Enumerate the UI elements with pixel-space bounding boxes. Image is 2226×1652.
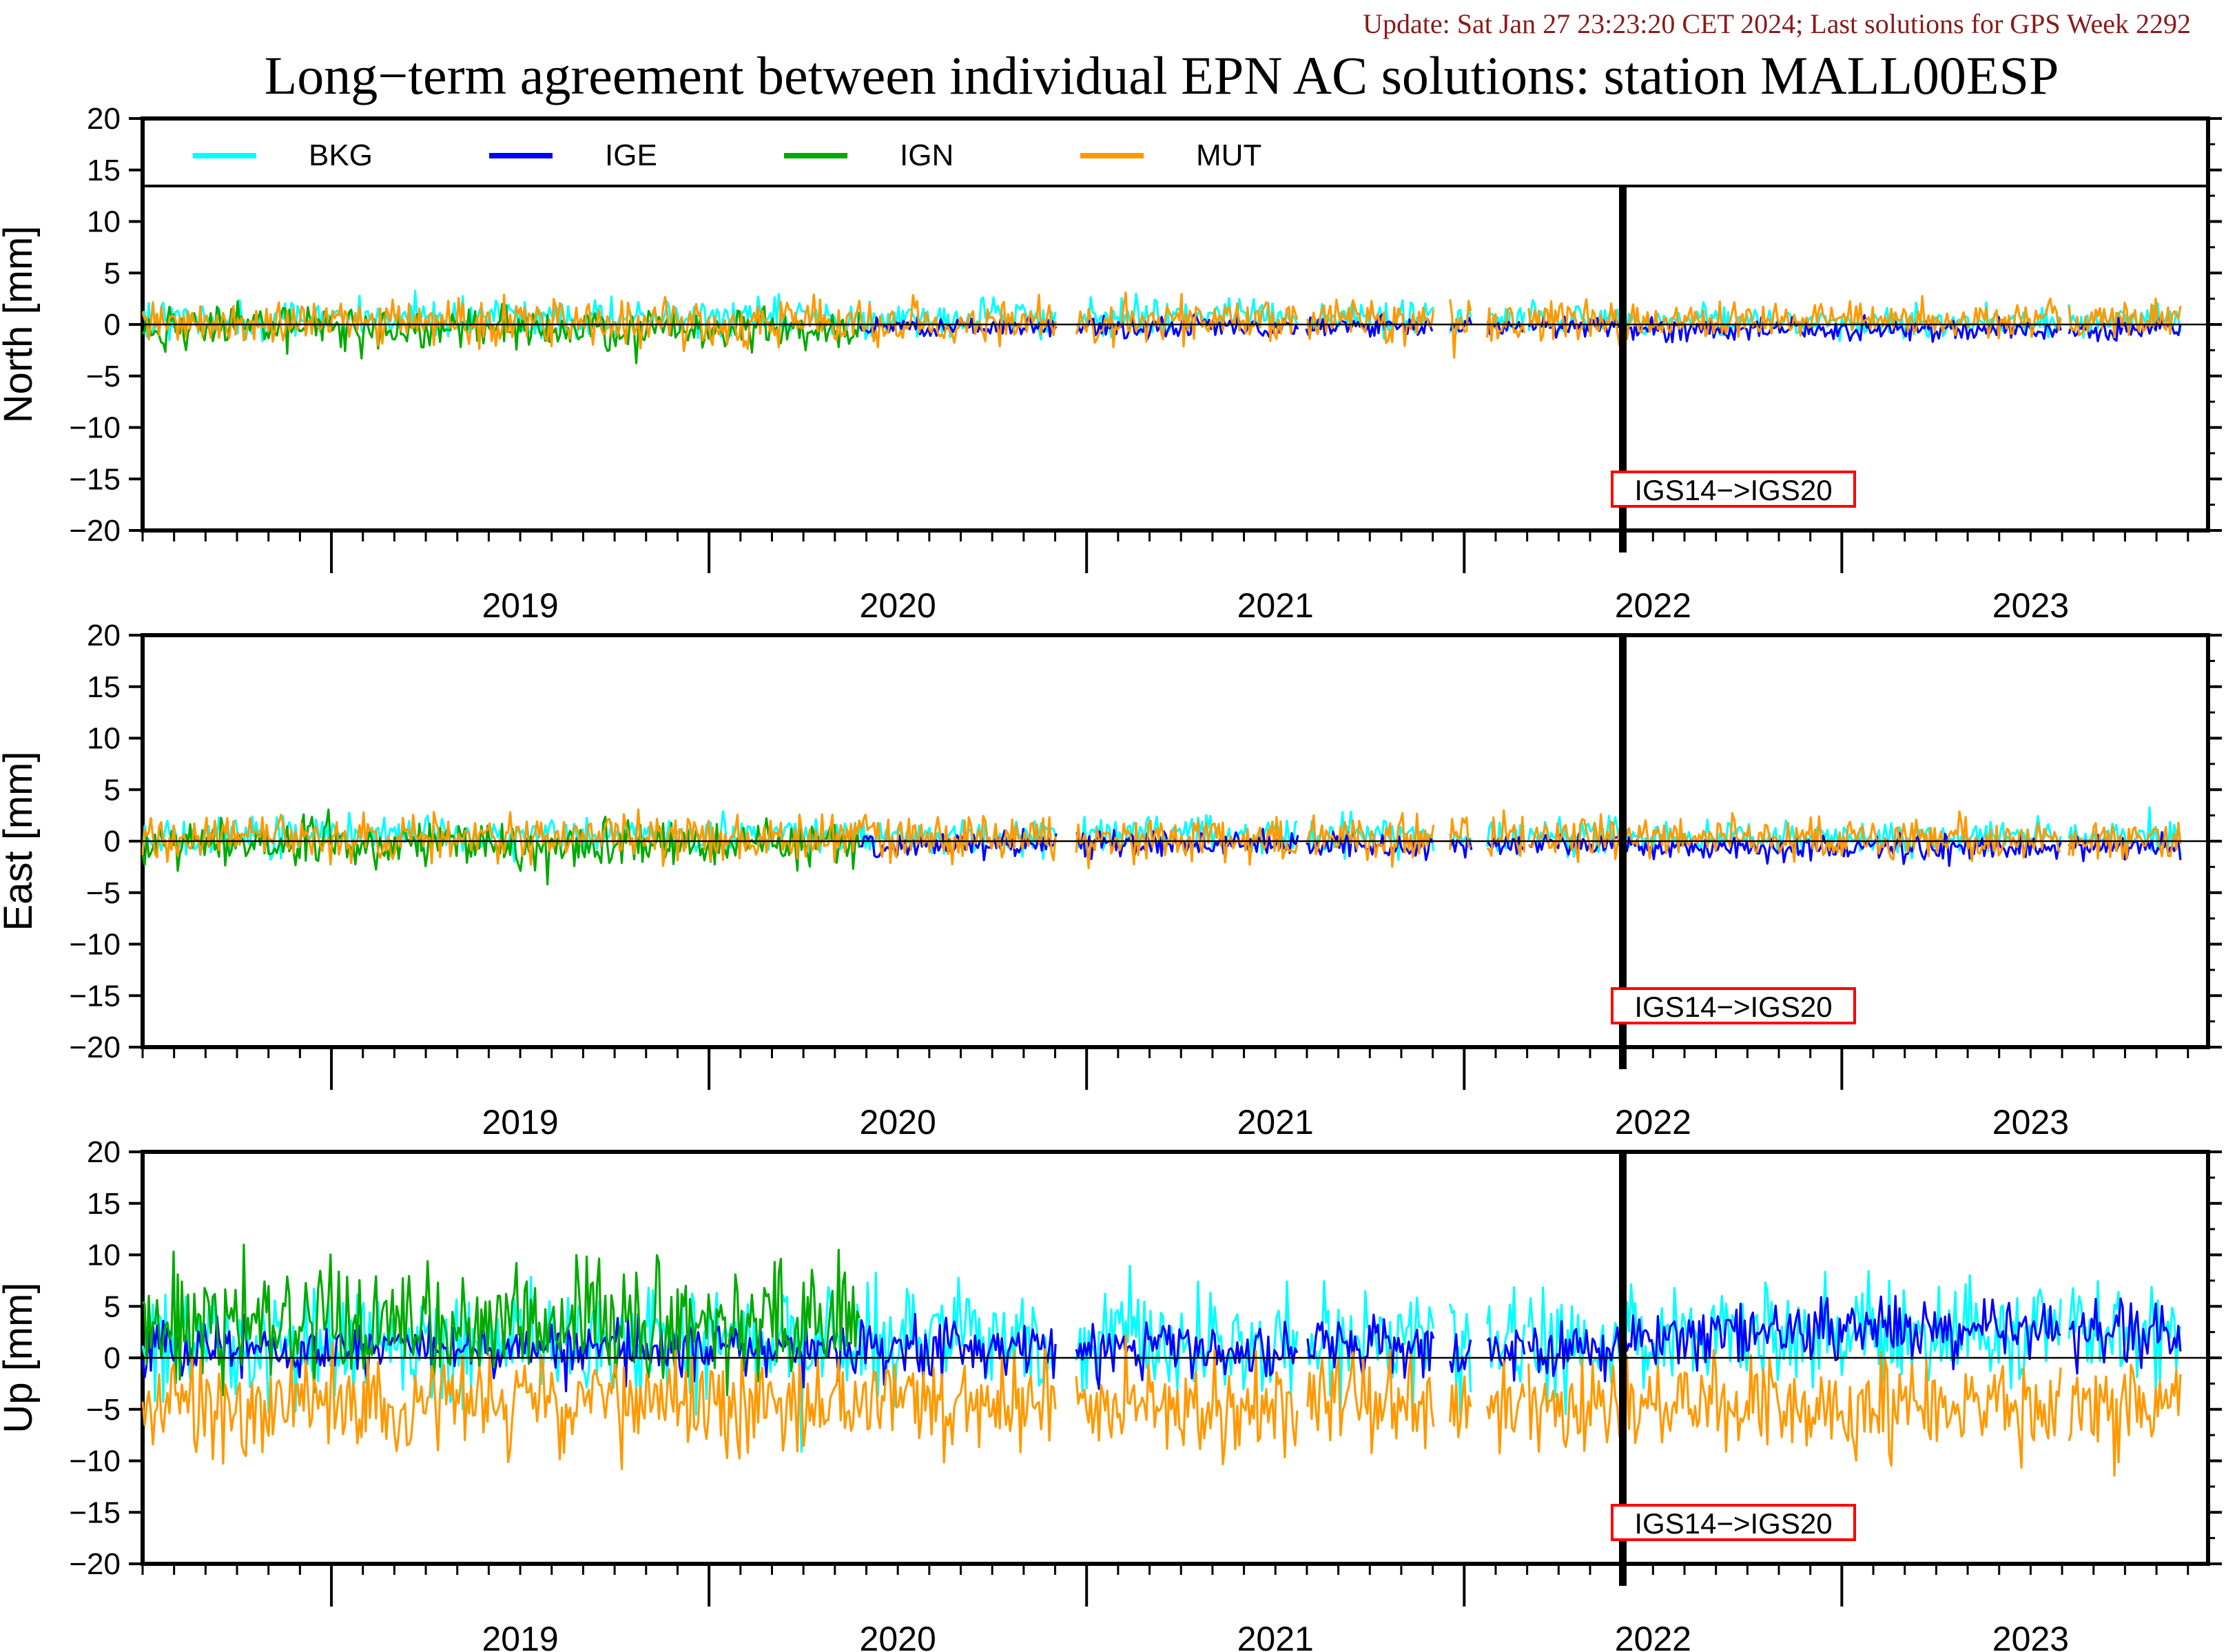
x-tick-label: 2019: [482, 1620, 558, 1652]
series-layer: [141, 289, 2182, 364]
x-tick-label: 2021: [1237, 586, 1314, 625]
y-tick-label: −10: [69, 1445, 121, 1478]
frame-change-box: [1611, 471, 1856, 508]
y-tick-label: 20: [87, 1135, 121, 1169]
x-tick-label: 2019: [482, 1103, 558, 1142]
series-line-ign: [141, 300, 860, 364]
y-tick-label: −5: [86, 1393, 121, 1427]
legend-label-mut: MUT: [1196, 138, 1261, 172]
x-tick-label: 2023: [1992, 586, 2069, 625]
legend-item-ign: IGN: [784, 138, 954, 172]
frame-change-box: [1611, 987, 1856, 1024]
y-axis-label: North [mm]: [0, 226, 41, 424]
series-line-mut: [141, 291, 2182, 359]
y-tick-label: 20: [87, 619, 121, 652]
x-tick-label: 2021: [1237, 1620, 1314, 1652]
y-tick-label: 20: [87, 102, 121, 136]
axes-layer: 20 15 10 5 0 −5 −10 −15 −20 2019 2020 2021 2022 2023: [69, 1135, 2222, 1652]
y-axis-label: East [mm]: [0, 751, 41, 931]
frame-change-label: IGS14−>IGS20: [1634, 1507, 1832, 1540]
y-tick-label: −20: [69, 1031, 121, 1064]
y-tick-label: 5: [104, 1290, 121, 1323]
y-tick-label: −5: [86, 360, 121, 393]
y-tick-label: 15: [87, 1187, 121, 1221]
y-tick-label: 0: [104, 1341, 121, 1375]
legend-item-bkg: BKG: [193, 138, 373, 172]
frame-change-box: [1611, 1504, 1856, 1541]
series-line-mut: [141, 1333, 2182, 1477]
y-tick-label: 10: [87, 1239, 121, 1272]
y-tick-label: 0: [104, 308, 121, 342]
x-tick-label: 2021: [1237, 1103, 1314, 1142]
x-tick-label: 2020: [860, 1620, 936, 1652]
axes-layer: 20 15 10 5 0 −5 −10 −15 −20 2019 2020 2021 2022 2023: [69, 619, 2222, 1142]
series-layer: [141, 1243, 2182, 1477]
x-tick-label: 2020: [860, 586, 936, 625]
y-tick-label: −20: [69, 514, 121, 548]
x-tick-label: 2022: [1615, 1620, 1691, 1652]
y-tick-label: 15: [87, 670, 121, 704]
x-tick-label: 2023: [1992, 1620, 2069, 1652]
x-tick-label: 2019: [482, 586, 558, 625]
frame-change-annotation: IGS14−>IGS20: [1611, 1504, 1856, 1541]
y-tick-label: 15: [87, 154, 121, 187]
legend-label-bkg: BKG: [309, 138, 373, 172]
y-tick-label: −10: [69, 928, 121, 962]
series-layer: [141, 806, 2182, 886]
frame-change-label: IGS14−>IGS20: [1634, 474, 1832, 506]
y-tick-label: 10: [87, 205, 121, 239]
y-tick-label: −15: [69, 979, 121, 1013]
y-tick-label: −20: [69, 1547, 121, 1581]
x-tick-label: 2023: [1992, 1103, 2069, 1142]
y-axis-label: Up [mm]: [0, 1282, 41, 1433]
series-line-ign: [141, 1243, 860, 1396]
x-tick-label: 2020: [860, 1103, 936, 1142]
y-tick-label: 5: [104, 256, 121, 290]
y-tick-label: 5: [104, 773, 121, 807]
panel-north: BKG IGE IGN MUT North [mm] 20 15 10 5 0 −5 −10…: [0, 102, 2222, 625]
update-text: Update: Sat Jan 27 23:23:20 CET 2024; La…: [1363, 8, 2191, 39]
y-tick-label: 0: [104, 825, 121, 858]
y-tick-label: −15: [69, 1496, 121, 1529]
frame-change-annotation: IGS14−>IGS20: [1611, 987, 1856, 1024]
frame-change-label: IGS14−>IGS20: [1634, 991, 1832, 1023]
series-line-mut: [141, 808, 2182, 869]
legend: BKG IGE IGN MUT: [193, 138, 1261, 172]
x-tick-label: 2022: [1615, 1103, 1691, 1142]
chart-title: Long−term agreement between individual E…: [265, 45, 2059, 105]
x-tick-label: 2022: [1615, 586, 1691, 625]
panel-east: East [mm] 20 15 10 5 0 −5 −10 −15 −20 2019 2020 202…: [0, 619, 2222, 1142]
frame-change-annotation: IGS14−>IGS20: [1611, 471, 1856, 508]
axes-layer: 20 15 10 5 0 −5 −10 −15 −20 2019 2020 2021 2022 2023: [69, 102, 2222, 625]
y-tick-label: 10: [87, 722, 121, 756]
legend-label-ige: IGE: [605, 138, 657, 172]
y-tick-label: −5: [86, 876, 121, 910]
y-tick-label: −10: [69, 411, 121, 445]
legend-item-ige: IGE: [489, 138, 657, 172]
legend-item-mut: MUT: [1080, 138, 1261, 172]
legend-label-ign: IGN: [900, 138, 954, 172]
y-tick-label: −15: [69, 462, 121, 496]
